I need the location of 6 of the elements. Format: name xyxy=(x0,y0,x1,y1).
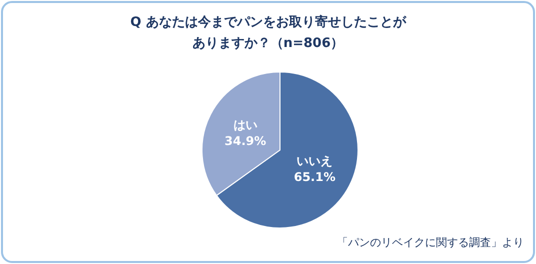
slice-label: いいえ xyxy=(296,154,333,168)
data-label: 65.1% xyxy=(294,170,336,184)
chart-title: Q あなたは今までパンをお取り寄せしたことがありますか？（n=806） xyxy=(130,14,407,51)
text: 「パンのリベイクに関する調査」より xyxy=(337,236,524,249)
data-label: 34.9% xyxy=(224,134,266,148)
slice-label: はい xyxy=(233,118,258,132)
